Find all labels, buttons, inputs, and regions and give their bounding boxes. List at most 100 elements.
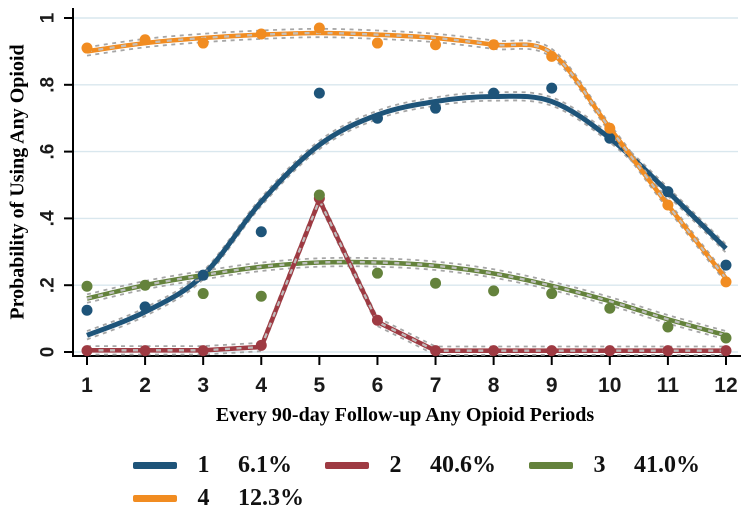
scatter-dot-group4 <box>255 28 267 40</box>
scatter-dot-group3 <box>81 280 93 292</box>
scatter-dot-group1 <box>604 132 616 144</box>
scatter-dot-group2 <box>371 314 383 326</box>
scatter-dot-group1 <box>197 269 209 281</box>
scatter-dot-group4 <box>488 39 500 51</box>
x-tick-label: 6 <box>372 374 384 397</box>
x-tick-label: 8 <box>488 374 500 397</box>
scatter-dot-group3 <box>371 267 383 279</box>
scatter-dot-group1 <box>662 186 674 198</box>
ci-band-group4 <box>86 36 727 284</box>
scatter-dot-group2 <box>430 345 442 357</box>
scatter-dot-group1 <box>371 112 383 124</box>
scatter-dot-group4 <box>81 42 93 54</box>
y-tick-label: .2 <box>38 277 59 293</box>
scatter-dot-group3 <box>546 288 558 300</box>
scatter-dot-group4 <box>371 37 383 49</box>
scatter-dot-group3 <box>139 279 151 291</box>
legend-item-group2: 2 40.6% <box>325 452 496 479</box>
scatter-dot-group1 <box>546 82 558 94</box>
scatter-dot-group1 <box>313 87 325 99</box>
legend-item-group1: 1 6.1% <box>133 452 292 479</box>
legend-share-label-1: 6.1% <box>238 452 292 478</box>
scatter-dot-group4 <box>546 50 558 62</box>
legend-swatch-group4 <box>133 495 177 502</box>
scatter-dot-group3 <box>662 321 674 333</box>
scatter-dot-group4 <box>720 276 732 288</box>
x-tick-label: 3 <box>197 374 209 397</box>
scatter-dot-group1 <box>720 259 732 271</box>
x-tick-label: 12 <box>714 374 737 397</box>
scatter-dot-group2 <box>720 345 732 357</box>
scatter-dot-group1 <box>81 304 93 316</box>
scatter-dot-group4 <box>197 37 209 49</box>
ci-band-group4 <box>86 27 727 275</box>
scatter-dot-group4 <box>313 22 325 34</box>
scatter-dot-group3 <box>197 288 209 300</box>
y-tick-label: .4 <box>38 210 59 226</box>
scatter-dot-group4 <box>662 199 674 211</box>
trajectory-line-group4 <box>86 30 728 280</box>
scatter-dot-group3 <box>720 332 732 344</box>
scatter-dot-group4 <box>139 34 151 46</box>
legend-share-label-2: 40.6% <box>430 452 496 478</box>
legend-group-label-1: 1 <box>197 452 210 478</box>
scatter-dot-group3 <box>430 277 442 289</box>
trajectory-line-group3 <box>86 259 727 338</box>
scatter-dot-group3 <box>313 189 325 201</box>
scatter-dot-group2 <box>546 345 558 357</box>
scatter-dot-group4 <box>604 122 616 134</box>
legend-row-1: 1 6.1% 2 40.6% 3 41.0% <box>133 452 733 479</box>
scatter-dot-group1 <box>430 102 442 114</box>
trajectory-line-dashes-group3 <box>86 260 727 337</box>
legend-swatch-group2 <box>325 462 369 469</box>
y-axis-title: Probability of Using Any Opioid <box>6 44 29 320</box>
scatter-dot-group2 <box>139 345 151 357</box>
scatter-dot-group2 <box>255 339 267 351</box>
legend-swatch-group3 <box>529 462 573 469</box>
trajectory-line-dashes-group2 <box>87 197 726 352</box>
scatter-dot-group1 <box>488 87 500 99</box>
legend-share-label-4: 12.3% <box>238 485 304 511</box>
y-tick-label: .8 <box>38 77 59 93</box>
x-tick-label: 1 <box>81 374 93 397</box>
y-tick-label: 1 <box>38 12 59 23</box>
x-tick-label: 9 <box>546 374 558 397</box>
x-tick-label: 7 <box>430 374 442 397</box>
trajectory-line-group2 <box>87 197 726 353</box>
scatter-dot-group2 <box>662 345 674 357</box>
x-tick-label: 2 <box>139 374 151 397</box>
legend-group-label-2: 2 <box>389 452 402 478</box>
legend-item-group4: 4 12.3% <box>133 485 304 512</box>
scatter-dot-group3 <box>488 285 500 297</box>
x-tick-label: 5 <box>314 374 326 397</box>
x-tick-label: 11 <box>657 374 680 397</box>
x-tick-label: 10 <box>598 374 621 397</box>
x-tick-label: 4 <box>255 374 267 397</box>
legend-row-2: 4 12.3% <box>133 485 733 512</box>
scatter-dot-group2 <box>604 345 616 357</box>
scatter-dot-group2 <box>488 345 500 357</box>
legend-share-label-3: 41.0% <box>634 452 700 478</box>
trajectory-line-group1 <box>86 93 728 338</box>
scatter-dot-group1 <box>255 226 267 238</box>
ci-band-group3 <box>86 265 727 341</box>
scatter-dot-group1 <box>139 301 151 313</box>
scatter-dot-group3 <box>255 290 267 302</box>
plot-area: 0.2.4.6.811 2 3 4 5 6 7 8 9 10 11 12 <box>38 8 741 397</box>
y-tick-label: 0 <box>38 347 59 358</box>
ci-band-group2 <box>87 201 726 356</box>
y-tick-label: .6 <box>38 144 59 160</box>
legend-swatch-group1 <box>133 462 177 469</box>
ci-band-group3 <box>86 256 727 332</box>
x-axis-title: Every 90-day Follow-up Any Opioid Period… <box>215 404 595 426</box>
scatter-dot-group2 <box>81 345 93 357</box>
scatter-dot-group4 <box>430 39 442 51</box>
legend: 1 6.1% 2 40.6% 3 41.0% 4 12.3% <box>133 452 733 518</box>
ci-band-group2 <box>87 193 726 348</box>
scatter-dot-group3 <box>604 302 616 314</box>
legend-item-group3: 3 41.0% <box>529 452 700 479</box>
ci-band-group1 <box>86 99 727 341</box>
legend-group-label-3: 3 <box>593 452 606 478</box>
legend-group-label-4: 4 <box>197 485 210 511</box>
